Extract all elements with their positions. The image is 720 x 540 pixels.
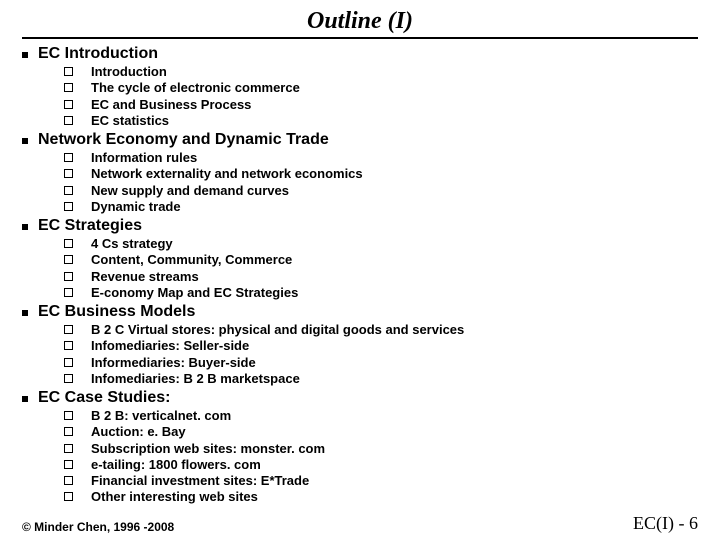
list-item: 4 Cs strategy — [64, 236, 698, 252]
list-item-text: The cycle of electronic commerce — [91, 80, 300, 96]
checkbox-icon — [64, 476, 73, 485]
checkbox-icon — [64, 288, 73, 297]
list-item-text: Auction: e. Bay — [91, 424, 186, 440]
checkbox-icon — [64, 272, 73, 281]
sub-list: B 2 B: verticalnet. comAuction: e. BaySu… — [64, 408, 698, 506]
list-item-text: Financial investment sites: E*Trade — [91, 473, 309, 489]
checkbox-icon — [64, 427, 73, 436]
bullet-square-icon — [22, 138, 28, 144]
section-heading: EC Introduction — [22, 45, 698, 63]
list-item-text: Dynamic trade — [91, 199, 181, 215]
list-item: EC and Business Process — [64, 97, 698, 113]
list-item: E-conomy Map and EC Strategies — [64, 285, 698, 301]
list-item-text: Informediaries: Buyer-side — [91, 355, 256, 371]
list-item-text: e-tailing: 1800 flowers. com — [91, 457, 261, 473]
checkbox-icon — [64, 202, 73, 211]
checkbox-icon — [64, 411, 73, 420]
list-item-text: EC and Business Process — [91, 97, 251, 113]
list-item: Information rules — [64, 150, 698, 166]
checkbox-icon — [64, 255, 73, 264]
checkbox-icon — [64, 341, 73, 350]
checkbox-icon — [64, 358, 73, 367]
bullet-square-icon — [22, 52, 28, 58]
list-item: The cycle of electronic commerce — [64, 80, 698, 96]
list-item: Auction: e. Bay — [64, 424, 698, 440]
checkbox-icon — [64, 116, 73, 125]
list-item: Financial investment sites: E*Trade — [64, 473, 698, 489]
checkbox-icon — [64, 67, 73, 76]
bullet-square-icon — [22, 224, 28, 230]
checkbox-icon — [64, 444, 73, 453]
checkbox-icon — [64, 83, 73, 92]
list-item-text: Network externality and network economic… — [91, 166, 363, 182]
list-item-text: New supply and demand curves — [91, 183, 289, 199]
list-item: Network externality and network economic… — [64, 166, 698, 182]
section-heading: EC Strategies — [22, 217, 698, 235]
list-item: e-tailing: 1800 flowers. com — [64, 457, 698, 473]
list-item-text: B 2 B: verticalnet. com — [91, 408, 231, 424]
list-item: Dynamic trade — [64, 199, 698, 215]
checkbox-icon — [64, 169, 73, 178]
section-title-text: Network Economy and Dynamic Trade — [38, 131, 329, 149]
copyright-text: © Minder Chen, 1996 -2008 — [22, 520, 174, 534]
list-item: New supply and demand curves — [64, 183, 698, 199]
list-item-text: Introduction — [91, 64, 167, 80]
checkbox-icon — [64, 325, 73, 334]
slide-title: Outline (I) — [22, 8, 698, 37]
list-item-text: EC statistics — [91, 113, 169, 129]
section-heading: Network Economy and Dynamic Trade — [22, 131, 698, 149]
checkbox-icon — [64, 460, 73, 469]
list-item: B 2 B: verticalnet. com — [64, 408, 698, 424]
list-item-text: Information rules — [91, 150, 197, 166]
sub-list: IntroductionThe cycle of electronic comm… — [64, 64, 698, 129]
section-heading: EC Business Models — [22, 303, 698, 321]
list-item: Content, Community, Commerce — [64, 252, 698, 268]
page-number: EC(I) - 6 — [633, 513, 698, 534]
list-item-text: 4 Cs strategy — [91, 236, 173, 252]
bullet-square-icon — [22, 396, 28, 402]
section-title-text: EC Business Models — [38, 303, 195, 321]
title-underline — [22, 37, 698, 39]
list-item: EC statistics — [64, 113, 698, 129]
list-item-text: B 2 C Virtual stores: physical and digit… — [91, 322, 464, 338]
outline-body: EC IntroductionIntroductionThe cycle of … — [22, 45, 698, 506]
list-item: B 2 C Virtual stores: physical and digit… — [64, 322, 698, 338]
bullet-square-icon — [22, 310, 28, 316]
sub-list: 4 Cs strategyContent, Community, Commerc… — [64, 236, 698, 301]
checkbox-icon — [64, 186, 73, 195]
list-item: Revenue streams — [64, 269, 698, 285]
checkbox-icon — [64, 492, 73, 501]
sub-list: B 2 C Virtual stores: physical and digit… — [64, 322, 698, 387]
list-item-text: Content, Community, Commerce — [91, 252, 292, 268]
section-title-text: EC Strategies — [38, 217, 142, 235]
checkbox-icon — [64, 100, 73, 109]
list-item: Infomediaries: Seller-side — [64, 338, 698, 354]
section-title-text: EC Case Studies: — [38, 389, 170, 407]
sub-list: Information rulesNetwork externality and… — [64, 150, 698, 215]
list-item-text: Other interesting web sites — [91, 489, 258, 505]
checkbox-icon — [64, 239, 73, 248]
checkbox-icon — [64, 374, 73, 383]
list-item-text: Revenue streams — [91, 269, 199, 285]
list-item: Introduction — [64, 64, 698, 80]
list-item-text: Subscription web sites: monster. com — [91, 441, 325, 457]
list-item: Other interesting web sites — [64, 489, 698, 505]
list-item: Infomediaries: B 2 B marketspace — [64, 371, 698, 387]
slide-footer: © Minder Chen, 1996 -2008 EC(I) - 6 — [22, 513, 698, 534]
section-title-text: EC Introduction — [38, 45, 158, 63]
section-heading: EC Case Studies: — [22, 389, 698, 407]
list-item-text: E-conomy Map and EC Strategies — [91, 285, 298, 301]
list-item: Subscription web sites: monster. com — [64, 441, 698, 457]
list-item-text: Infomediaries: B 2 B marketspace — [91, 371, 300, 387]
list-item-text: Infomediaries: Seller-side — [91, 338, 249, 354]
list-item: Informediaries: Buyer-side — [64, 355, 698, 371]
checkbox-icon — [64, 153, 73, 162]
